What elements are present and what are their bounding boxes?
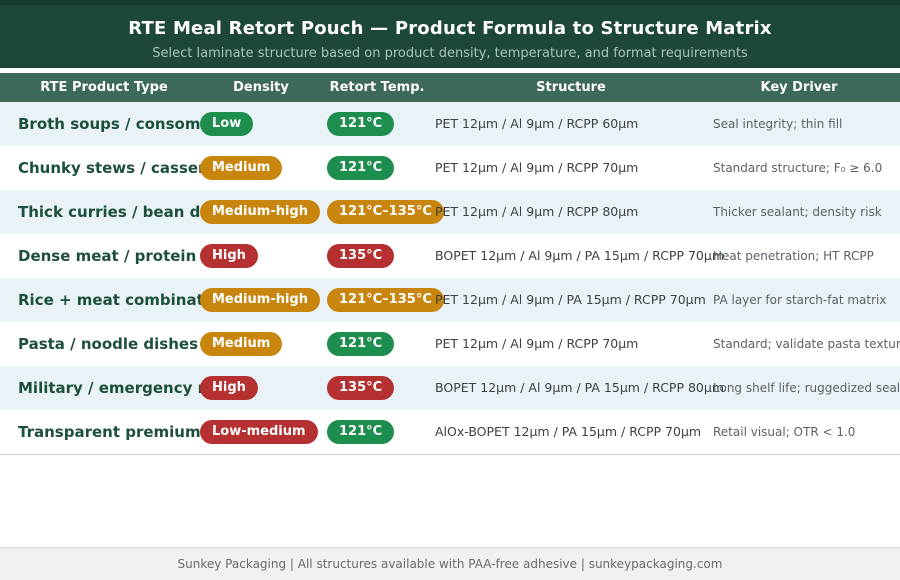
retort-temp-badge: 121°C [327, 332, 395, 356]
structure-text: AlOx-BOPET 12μm / PA 15μm / RCPP 70μm [435, 424, 702, 439]
product-name: Pasta / noodle dishes [18, 335, 199, 353]
retort-temp-badge: 135°C [327, 244, 395, 268]
density-badge: Low [200, 112, 254, 136]
table-row: Transparent premium pouches Low-medium 1… [0, 410, 900, 454]
product-name: Thick curries / bean dishes [18, 203, 245, 221]
density-badge: Low-medium [200, 420, 318, 444]
key-driver-text: Long shelf life; ruggedized seal [713, 381, 900, 395]
table-row: Dense meat / protein blocks High 135°C B… [0, 234, 900, 278]
page-footer: Sunkey Packaging | All structures availa… [0, 547, 900, 580]
table-header-row: RTE Product Type Density Retort Temp. St… [0, 73, 900, 102]
retort-temp-badge: 121°C [327, 112, 395, 136]
density-badge: Medium [200, 332, 283, 356]
page-title: RTE Meal Retort Pouch — Product Formula … [128, 18, 772, 39]
structure-text: BOPET 12μm / Al 9μm / PA 15μm / RCPP 70μ… [435, 248, 725, 263]
column-header-key-driver: Key Driver [760, 80, 838, 95]
column-header-product-type: RTE Product Type [40, 80, 168, 95]
key-driver-text: Standard; validate pasta texture [713, 337, 900, 351]
density-badge: Medium [200, 156, 283, 180]
retort-temp-badge: 121°C [327, 420, 395, 444]
structure-text: PET 12μm / Al 9μm / RCPP 70μm [435, 336, 639, 351]
column-header-structure: Structure [536, 80, 606, 95]
product-name: Chunky stews / casseroles [18, 159, 240, 177]
structure-text: PET 12μm / Al 9μm / PA 15μm / RCPP 70μm [435, 292, 706, 307]
table-row: Broth soups / consommé Low 121°C PET 12μ… [0, 102, 900, 146]
structure-text: PET 12μm / Al 9μm / RCPP 70μm [435, 160, 639, 175]
structure-text: BOPET 12μm / Al 9μm / PA 15μm / RCPP 80μ… [435, 380, 725, 395]
product-name: Rice + meat combinations [18, 291, 239, 309]
product-name: Broth soups / consommé [18, 115, 227, 133]
table-row: Rice + meat combinations Medium-high 121… [0, 278, 900, 322]
product-name: Dense meat / protein blocks [18, 247, 256, 265]
key-driver-text: PA layer for starch-fat matrix [713, 293, 887, 307]
density-badge: Medium-high [200, 288, 320, 312]
page-subtitle: Select laminate structure based on produ… [152, 46, 748, 61]
footer-text: Sunkey Packaging | All structures availa… [177, 557, 723, 571]
key-driver-text: Heat penetration; HT RCPP [713, 249, 874, 263]
retort-temp-badge: 135°C [327, 376, 395, 400]
retort-temp-badge: 121°C–135°C [327, 200, 444, 224]
product-name: Military / emergency rations [18, 379, 258, 397]
retort-temp-badge: 121°C–135°C [327, 288, 444, 312]
page-header: RTE Meal Retort Pouch — Product Formula … [0, 0, 900, 68]
table-row: Pasta / noodle dishes Medium 121°C PET 1… [0, 322, 900, 366]
structure-text: PET 12μm / Al 9μm / RCPP 80μm [435, 204, 639, 219]
table-row: Thick curries / bean dishes Medium-high … [0, 190, 900, 234]
density-badge: Medium-high [200, 200, 320, 224]
key-driver-text: Seal integrity; thin fill [713, 117, 843, 131]
column-header-retort-temp: Retort Temp. [329, 80, 425, 95]
column-header-density: Density [233, 80, 289, 95]
key-driver-text: Standard structure; F₀ ≥ 6.0 [713, 161, 883, 175]
key-driver-text: Retail visual; OTR < 1.0 [713, 425, 856, 439]
density-badge: High [200, 244, 258, 268]
structure-text: PET 12μm / Al 9μm / RCPP 60μm [435, 116, 639, 131]
table-row: Chunky stews / casseroles Medium 121°C P… [0, 146, 900, 190]
retort-temp-badge: 121°C [327, 156, 395, 180]
key-driver-text: Thicker sealant; density risk [713, 205, 882, 219]
density-badge: High [200, 376, 258, 400]
table-body: Broth soups / consommé Low 121°C PET 12μ… [0, 102, 900, 455]
table-row: Military / emergency rations High 135°C … [0, 366, 900, 410]
